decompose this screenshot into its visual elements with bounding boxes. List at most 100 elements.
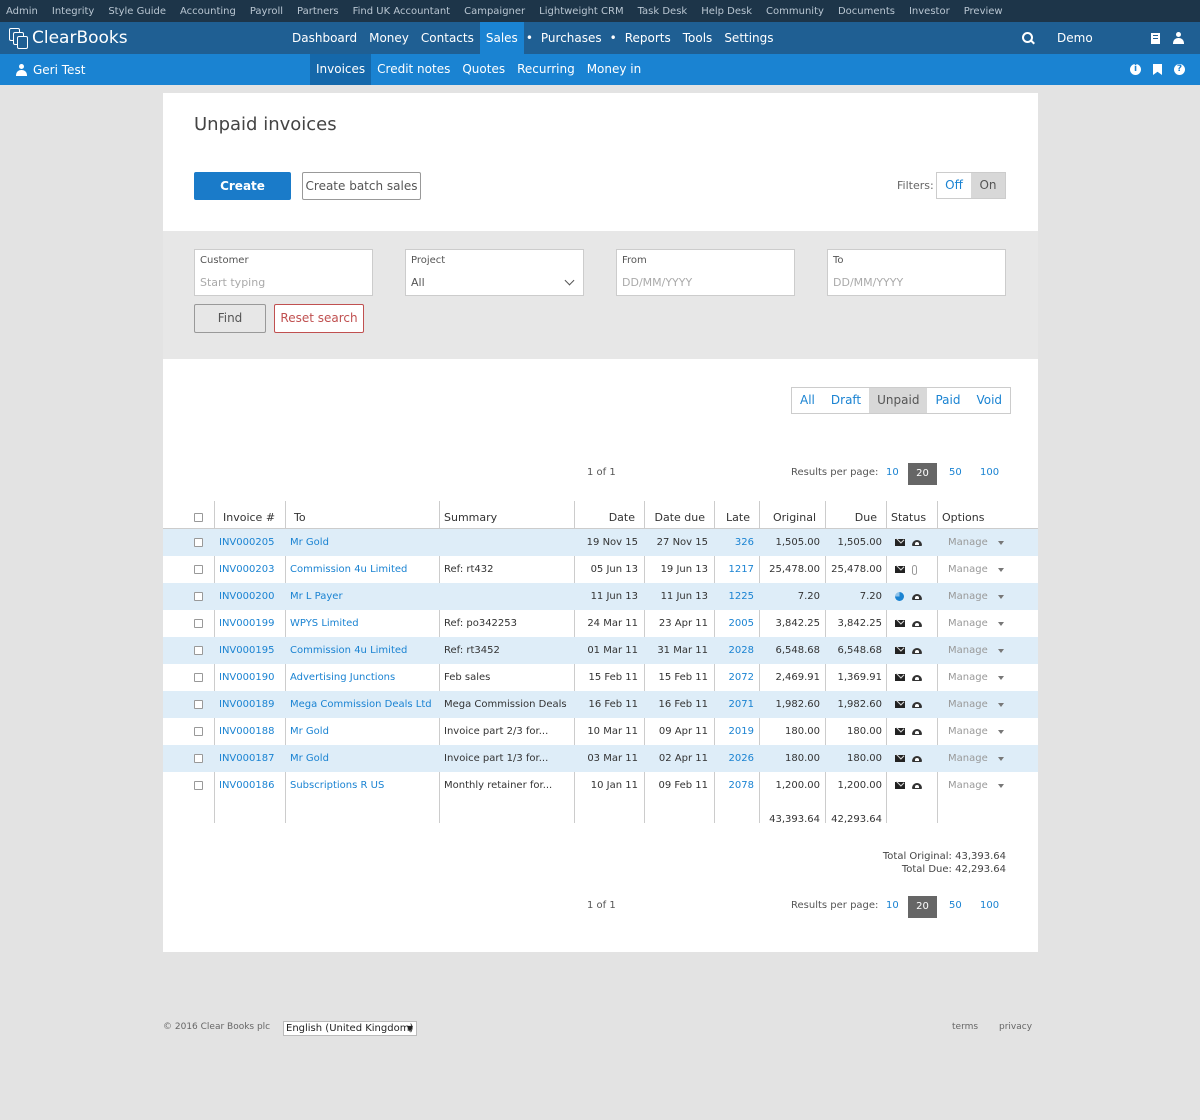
envelope-icon[interactable] [895,539,905,546]
nav-item-dashboard[interactable]: Dashboard [292,31,358,45]
col-summary[interactable]: Summary [444,511,498,524]
manage-dropdown[interactable]: Manage [948,637,1004,664]
checkbox[interactable] [194,700,203,709]
checkbox[interactable] [194,673,203,682]
checkbox[interactable] [194,754,203,763]
invoice-number[interactable]: INV000189 [219,699,275,710]
filters-toggle[interactable]: Off On [936,172,1006,199]
invoice-number[interactable]: INV000200 [219,591,275,602]
invoice-number[interactable]: INV000186 [219,780,275,791]
manage-dropdown[interactable]: Manage [948,664,1004,691]
rpp-option[interactable]: 10 [886,467,899,478]
days-late[interactable]: 2019 [728,726,754,737]
invoice-number[interactable]: INV000195 [219,645,275,656]
nav-item-purchases[interactable]: Purchases [540,31,602,45]
customer-name[interactable]: Mr L Payer [290,591,343,602]
row-checkbox[interactable] [194,691,203,718]
search-icon[interactable] [1022,32,1034,44]
select-all-checkbox[interactable] [194,501,203,528]
manage-dropdown[interactable]: Manage [948,691,1004,718]
row-checkbox[interactable] [194,664,203,691]
reset-search-button[interactable]: Reset search [274,304,364,333]
row-checkbox[interactable] [194,745,203,772]
nav-item-contacts[interactable]: Contacts [420,31,474,45]
admin-link-investor[interactable]: Investor [908,5,950,17]
rpp-option-selected[interactable]: 20 [908,896,937,918]
invoice-number[interactable]: INV000190 [219,672,275,683]
envelope-icon[interactable] [895,782,905,789]
customer-name[interactable]: Mr Gold [290,726,329,737]
rpp-option[interactable]: 10 [886,900,899,911]
customer-name[interactable]: Commission 4u Limited [290,564,408,575]
cloud-icon[interactable] [912,593,922,600]
days-late[interactable]: 326 [734,537,754,548]
to-date-field[interactable]: To DD/MM/YYYY [827,249,1006,296]
col-to[interactable]: To [294,511,306,524]
language-select[interactable]: English (United Kingdom) ▼ [283,1021,417,1036]
admin-link-campaigner[interactable]: Campaigner [464,5,526,17]
filters-off-option[interactable]: Off [937,173,971,198]
invoice-number[interactable]: INV000199 [219,618,275,629]
row-checkbox[interactable] [194,583,203,610]
checkbox[interactable] [194,619,203,628]
invoice-number[interactable]: INV000188 [219,726,275,737]
nav-item-reports[interactable]: Reports [624,31,671,45]
days-late[interactable]: 2026 [728,753,754,764]
checkbox[interactable] [194,592,203,601]
admin-link-accounting[interactable]: Accounting [179,5,236,17]
row-checkbox[interactable] [194,556,203,583]
envelope-icon[interactable] [895,701,905,708]
building-icon[interactable] [1151,33,1160,44]
customer-field[interactable]: Customer Start typing [194,249,373,296]
bookmark-icon[interactable] [1153,64,1162,75]
subnav-item-invoices[interactable]: Invoices [310,54,372,85]
rpp-option-selected[interactable]: 20 [908,463,937,485]
nav-item-settings[interactable]: Settings [724,31,774,45]
cloud-icon[interactable] [912,620,922,627]
customer-name[interactable]: Subscriptions R US [290,780,385,791]
nav-item-money[interactable]: Money [369,31,409,45]
subnav-item-recurring[interactable]: Recurring [517,62,575,76]
checkbox[interactable] [194,646,203,655]
invoice-number[interactable]: INV000205 [219,537,275,548]
row-checkbox[interactable] [194,718,203,745]
from-input[interactable]: DD/MM/YYYY [622,276,693,289]
col-late[interactable]: Late [726,511,750,524]
status-filter-unpaid[interactable]: Unpaid [869,388,928,413]
row-checkbox[interactable] [194,637,203,664]
invoice-number[interactable]: INV000203 [219,564,275,575]
admin-link-payroll[interactable]: Payroll [249,5,284,17]
customer-name[interactable]: Mr Gold [290,537,329,548]
help-icon[interactable]: ? [1174,64,1185,75]
col-invoice[interactable]: Invoice # [223,511,276,524]
checkbox[interactable] [194,565,203,574]
admin-link-task-desk[interactable]: Task Desk [637,5,688,17]
admin-link-lightweight-crm[interactable]: Lightweight CRM [539,5,624,17]
status-filter-draft[interactable]: Draft [830,393,862,407]
row-checkbox[interactable] [194,529,203,556]
admin-link-preview[interactable]: Preview [963,5,1003,17]
company-name[interactable]: Demo [1057,31,1093,45]
find-button[interactable]: Find [194,304,266,333]
envelope-icon[interactable] [895,728,905,735]
cloud-icon[interactable] [912,647,922,654]
days-late[interactable]: 1225 [728,591,754,602]
rpp-option[interactable]: 50 [949,900,962,911]
rpp-option[interactable]: 100 [980,467,1000,478]
to-input[interactable]: DD/MM/YYYY [833,276,904,289]
user-icon[interactable] [1173,32,1184,44]
days-late[interactable]: 2072 [728,672,754,683]
admin-link-documents[interactable]: Documents [837,5,895,17]
paperclip-icon[interactable] [912,564,917,575]
envelope-icon[interactable] [895,674,905,681]
col-due[interactable]: Due [854,511,877,524]
envelope-icon[interactable] [895,755,905,762]
customer-name[interactable]: Commission 4u Limited [290,645,408,656]
status-filter-paid[interactable]: Paid [935,393,961,407]
checkbox[interactable] [194,538,203,547]
filters-on-option[interactable]: On [971,173,1005,198]
subnav-item-money-in[interactable]: Money in [586,62,642,76]
manage-dropdown[interactable]: Manage [948,529,1004,556]
status-filter-all[interactable]: All [800,393,815,407]
manage-dropdown[interactable]: Manage [948,556,1004,583]
